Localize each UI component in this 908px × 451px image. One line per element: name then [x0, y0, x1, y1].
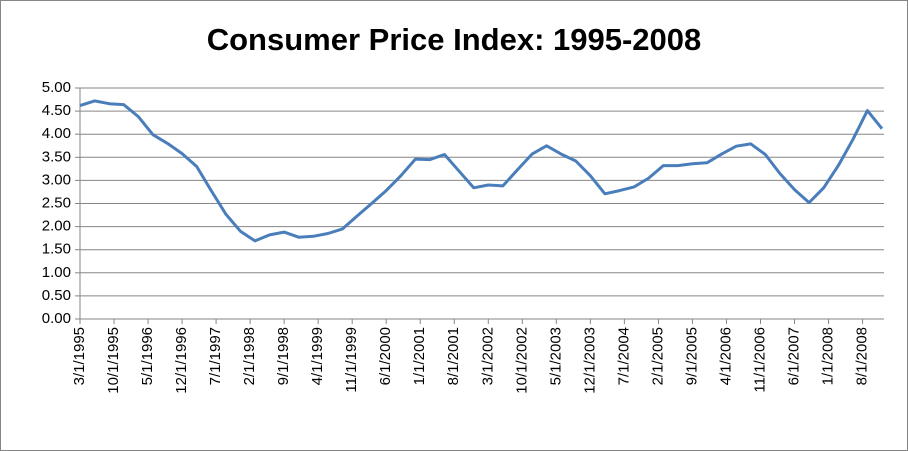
x-tick-label: 1/1/2001	[411, 327, 428, 385]
x-tick-label: 7/1/2004	[615, 327, 632, 385]
x-tick-label: 7/1/1997	[207, 327, 224, 385]
x-tick-label: 3/1/1995	[71, 327, 88, 385]
y-tick-label: 1.50	[42, 241, 71, 258]
chart-title: Consumer Price Index: 1995-2008	[207, 22, 702, 57]
x-tick-label: 10/1/2002	[513, 327, 530, 394]
y-tick-label: 2.00	[42, 218, 71, 235]
x-tick-label: 10/1/1995	[105, 327, 122, 394]
x-tick-label: 2/1/2005	[649, 327, 666, 385]
y-tick-label: 5.00	[42, 79, 71, 96]
x-tick-label: 6/1/2007	[785, 327, 802, 385]
x-tick-label: 9/1/1998	[275, 327, 292, 385]
x-tick-label: 3/1/2002	[479, 327, 496, 385]
y-tick-label: 0.50	[42, 287, 71, 304]
y-tick-label: 3.50	[42, 148, 71, 165]
x-tick-label: 4/1/1999	[309, 327, 326, 385]
y-tick-label: 0.00	[42, 310, 71, 327]
y-tick-label: 3.00	[42, 171, 71, 188]
x-tick-label: 2/1/1998	[241, 327, 258, 385]
x-tick-label: 12/1/2003	[581, 327, 598, 394]
x-tick-label: 1/1/2008	[820, 327, 837, 385]
x-tick-label: 4/1/2006	[717, 327, 734, 385]
x-tick-label: 9/1/2005	[683, 327, 700, 385]
series-line	[79, 99, 884, 243]
x-tick-label: 5/1/1996	[139, 327, 156, 385]
x-tick-label: 11/1/1999	[343, 327, 360, 393]
x-tick-label: 8/1/2001	[445, 327, 462, 385]
x-tick-label: 5/1/2003	[547, 327, 564, 385]
x-tick-label: 6/1/2000	[377, 327, 394, 385]
y-tick-label: 1.00	[42, 264, 71, 281]
x-tick-label: 12/1/1996	[173, 327, 190, 394]
y-tick-label: 4.00	[42, 125, 71, 142]
x-tick-label: 11/1/2006	[751, 327, 768, 393]
x-tick-label: 8/1/2008	[854, 327, 871, 385]
y-tick-label: 4.50	[42, 102, 71, 119]
y-tick-label: 2.50	[42, 194, 71, 211]
